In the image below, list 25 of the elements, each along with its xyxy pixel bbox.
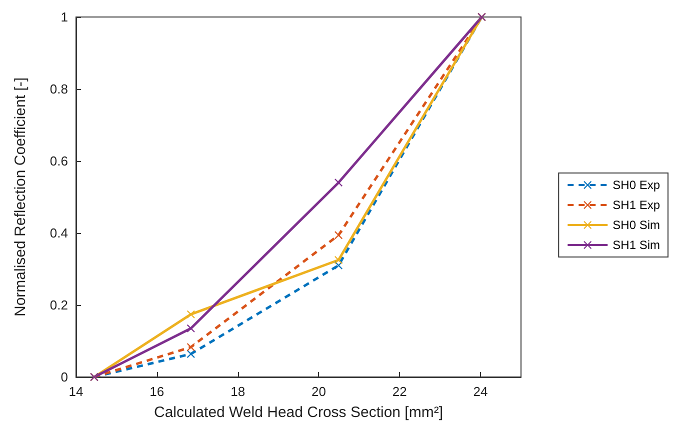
x-tick-label: 20 — [311, 384, 326, 399]
x-tick-label: 16 — [150, 384, 164, 399]
x-tick-label: 14 — [68, 384, 84, 399]
y-axis-title: Normalised Reflection Coefficient [-] — [12, 78, 29, 316]
legend-label: SH1 Sim — [612, 238, 660, 252]
point — [186, 350, 195, 358]
y-tick-label: 0.2 — [50, 298, 68, 312]
x-tick-label: 24 — [473, 384, 488, 399]
y-tick-label: 0.6 — [50, 154, 68, 168]
point — [334, 178, 343, 187]
point — [334, 231, 343, 240]
point — [186, 324, 195, 332]
legend-label: SH1 Exp — [612, 198, 660, 212]
y-tick-label: 1 — [60, 10, 68, 24]
y-tick-label: 0.8 — [50, 82, 68, 96]
y-tick-label: 0 — [60, 370, 68, 384]
x-tick-label: 22 — [392, 384, 407, 399]
y-tick-label: 0.4 — [50, 226, 68, 240]
x-axis-title: Calculated Weld Head Cross Section [mm²] — [154, 404, 443, 421]
point — [334, 256, 343, 264]
point — [186, 343, 195, 352]
point — [186, 310, 195, 318]
legend-label: SH0 Sim — [612, 218, 660, 232]
x-tick-label: 18 — [230, 384, 246, 399]
legend-label: SH0 Exp — [612, 178, 660, 192]
